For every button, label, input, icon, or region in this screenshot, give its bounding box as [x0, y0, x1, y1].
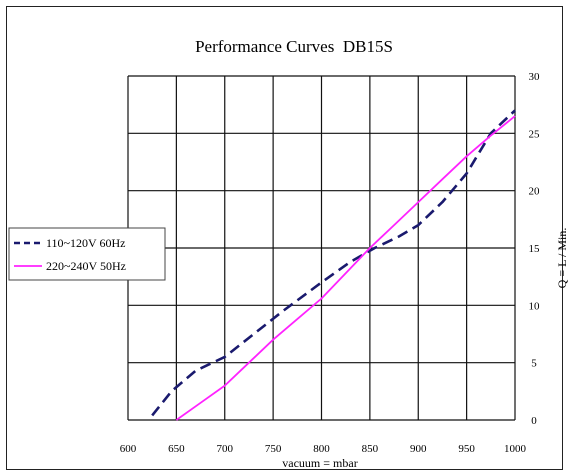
x-tick-labels: 600 650 700 750 800 850 900 950 1000 [120, 443, 527, 455]
y-tick-label: 20 [529, 186, 541, 198]
y-tick-labels: 0 5 10 15 20 25 30 [529, 71, 541, 427]
x-tick-label: 850 [362, 443, 379, 455]
x-tick-label: 600 [120, 443, 137, 455]
x-axis-label: vacuum = mbar [282, 456, 357, 470]
x-tick-label: 650 [168, 443, 185, 455]
y-tick-label: 30 [529, 71, 541, 83]
y-axis-label: Q = L / Min. [555, 228, 569, 289]
chart-title: Performance Curves DB15S [195, 37, 393, 56]
x-tick-label: 750 [265, 443, 282, 455]
x-tick-label: 950 [458, 443, 475, 455]
y-tick-label: 0 [531, 415, 537, 427]
legend: 110~120V 60Hz 220~240V 50Hz [9, 228, 165, 280]
plot-grid [128, 76, 515, 420]
series-line-2 [176, 116, 515, 420]
x-tick-label: 800 [313, 443, 330, 455]
y-tick-label: 10 [529, 300, 541, 312]
legend-label: 220~240V 50Hz [46, 259, 126, 273]
y-tick-label: 25 [529, 128, 541, 140]
series-layer [152, 110, 515, 420]
legend-label: 110~120V 60Hz [46, 236, 126, 250]
x-tick-label: 700 [217, 443, 234, 455]
x-tick-label: 1000 [504, 443, 527, 455]
x-tick-label: 900 [410, 443, 427, 455]
y-tick-label: 15 [529, 243, 541, 255]
y-tick-label: 5 [531, 358, 537, 370]
series-line-1 [152, 110, 515, 415]
